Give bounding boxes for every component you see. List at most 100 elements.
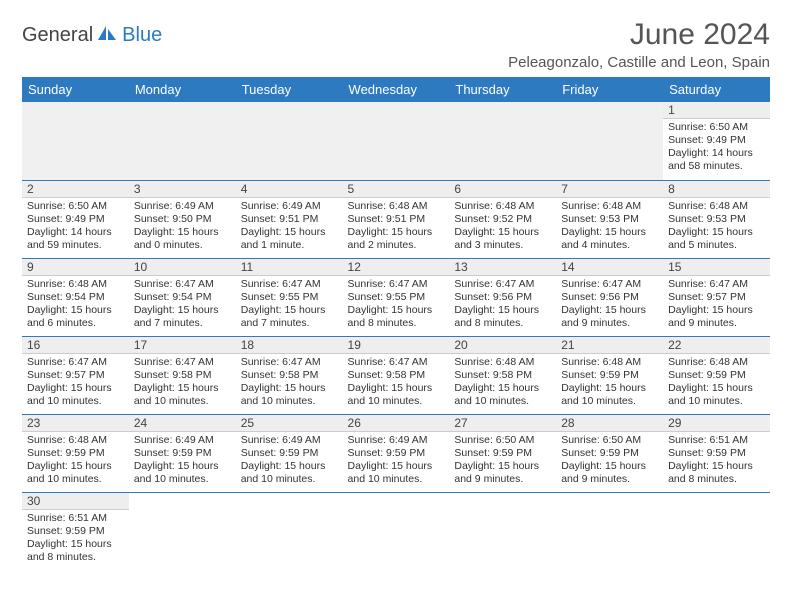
calendar-cell: 16Sunrise: 6:47 AMSunset: 9:57 PMDayligh… xyxy=(22,336,129,414)
day-number: 25 xyxy=(236,415,343,432)
day-info: Sunrise: 6:49 AMSunset: 9:59 PMDaylight:… xyxy=(236,432,343,491)
calendar-cell xyxy=(663,492,770,570)
day-number: 30 xyxy=(22,493,129,510)
sunset-text: Sunset: 9:59 PM xyxy=(27,447,124,460)
calendar-cell: 23Sunrise: 6:48 AMSunset: 9:59 PMDayligh… xyxy=(22,414,129,492)
day-info: Sunrise: 6:47 AMSunset: 9:58 PMDaylight:… xyxy=(236,354,343,413)
day-number: 24 xyxy=(129,415,236,432)
sunrise-text: Sunrise: 6:50 AM xyxy=(668,121,765,134)
calendar-cell: 15Sunrise: 6:47 AMSunset: 9:57 PMDayligh… xyxy=(663,258,770,336)
daylight-text: Daylight: 15 hours and 4 minutes. xyxy=(561,226,658,252)
sunrise-text: Sunrise: 6:47 AM xyxy=(348,278,445,291)
day-info: Sunrise: 6:47 AMSunset: 9:55 PMDaylight:… xyxy=(343,276,450,335)
calendar-cell xyxy=(22,102,129,180)
sunrise-text: Sunrise: 6:47 AM xyxy=(348,356,445,369)
dayname-wednesday: Wednesday xyxy=(343,77,450,102)
sunrise-text: Sunrise: 6:47 AM xyxy=(668,278,765,291)
logo-text-general: General xyxy=(22,24,93,47)
calendar-cell: 4Sunrise: 6:49 AMSunset: 9:51 PMDaylight… xyxy=(236,180,343,258)
calendar-cell: 27Sunrise: 6:50 AMSunset: 9:59 PMDayligh… xyxy=(449,414,556,492)
calendar-cell: 2Sunrise: 6:50 AMSunset: 9:49 PMDaylight… xyxy=(22,180,129,258)
day-number: 1 xyxy=(663,102,770,119)
sunrise-text: Sunrise: 6:48 AM xyxy=(27,278,124,291)
day-number: 5 xyxy=(343,181,450,198)
sunset-text: Sunset: 9:55 PM xyxy=(348,291,445,304)
sunset-text: Sunset: 9:50 PM xyxy=(134,213,231,226)
calendar-cell: 7Sunrise: 6:48 AMSunset: 9:53 PMDaylight… xyxy=(556,180,663,258)
calendar-cell: 22Sunrise: 6:48 AMSunset: 9:59 PMDayligh… xyxy=(663,336,770,414)
day-number: 21 xyxy=(556,337,663,354)
sunset-text: Sunset: 9:49 PM xyxy=(668,134,765,147)
dayname-monday: Monday xyxy=(129,77,236,102)
sunset-text: Sunset: 9:54 PM xyxy=(134,291,231,304)
daylight-text: Daylight: 15 hours and 9 minutes. xyxy=(668,304,765,330)
calendar-cell: 19Sunrise: 6:47 AMSunset: 9:58 PMDayligh… xyxy=(343,336,450,414)
dayname-friday: Friday xyxy=(556,77,663,102)
sunrise-text: Sunrise: 6:48 AM xyxy=(27,434,124,447)
sunrise-text: Sunrise: 6:51 AM xyxy=(668,434,765,447)
sunset-text: Sunset: 9:59 PM xyxy=(561,447,658,460)
calendar-cell: 28Sunrise: 6:50 AMSunset: 9:59 PMDayligh… xyxy=(556,414,663,492)
day-info: Sunrise: 6:48 AMSunset: 9:51 PMDaylight:… xyxy=(343,198,450,257)
dayname-sunday: Sunday xyxy=(22,77,129,102)
sunrise-text: Sunrise: 6:50 AM xyxy=(27,200,124,213)
day-number: 29 xyxy=(663,415,770,432)
day-number: 6 xyxy=(449,181,556,198)
day-number: 26 xyxy=(343,415,450,432)
calendar-cell: 12Sunrise: 6:47 AMSunset: 9:55 PMDayligh… xyxy=(343,258,450,336)
sunset-text: Sunset: 9:59 PM xyxy=(348,447,445,460)
day-info: Sunrise: 6:47 AMSunset: 9:57 PMDaylight:… xyxy=(22,354,129,413)
daylight-text: Daylight: 15 hours and 10 minutes. xyxy=(561,382,658,408)
sunrise-text: Sunrise: 6:47 AM xyxy=(561,278,658,291)
sunrise-text: Sunrise: 6:48 AM xyxy=(348,200,445,213)
sunset-text: Sunset: 9:49 PM xyxy=(27,213,124,226)
daylight-text: Daylight: 15 hours and 10 minutes. xyxy=(241,460,338,486)
sunset-text: Sunset: 9:56 PM xyxy=(454,291,551,304)
logo-text-blue: Blue xyxy=(122,24,162,47)
daylight-text: Daylight: 15 hours and 2 minutes. xyxy=(348,226,445,252)
sunset-text: Sunset: 9:54 PM xyxy=(27,291,124,304)
header: General Blue June 2024 Peleagonzalo, Cas… xyxy=(22,18,770,71)
sunrise-text: Sunrise: 6:47 AM xyxy=(241,356,338,369)
day-number: 14 xyxy=(556,259,663,276)
daylight-text: Daylight: 15 hours and 9 minutes. xyxy=(561,460,658,486)
calendar-table: Sunday Monday Tuesday Wednesday Thursday… xyxy=(22,77,770,570)
sunrise-text: Sunrise: 6:49 AM xyxy=(241,434,338,447)
calendar-body: 1Sunrise: 6:50 AMSunset: 9:49 PMDaylight… xyxy=(22,102,770,570)
calendar-cell: 29Sunrise: 6:51 AMSunset: 9:59 PMDayligh… xyxy=(663,414,770,492)
day-number: 10 xyxy=(129,259,236,276)
day-number: 13 xyxy=(449,259,556,276)
calendar-cell: 5Sunrise: 6:48 AMSunset: 9:51 PMDaylight… xyxy=(343,180,450,258)
day-info: Sunrise: 6:48 AMSunset: 9:52 PMDaylight:… xyxy=(449,198,556,257)
daylight-text: Daylight: 14 hours and 59 minutes. xyxy=(27,226,124,252)
sunrise-text: Sunrise: 6:47 AM xyxy=(134,356,231,369)
daylight-text: Daylight: 15 hours and 10 minutes. xyxy=(348,460,445,486)
day-info: Sunrise: 6:51 AMSunset: 9:59 PMDaylight:… xyxy=(22,510,129,569)
daylight-text: Daylight: 15 hours and 1 minute. xyxy=(241,226,338,252)
day-number: 23 xyxy=(22,415,129,432)
day-info: Sunrise: 6:48 AMSunset: 9:54 PMDaylight:… xyxy=(22,276,129,335)
day-info: Sunrise: 6:49 AMSunset: 9:59 PMDaylight:… xyxy=(343,432,450,491)
daylight-text: Daylight: 15 hours and 10 minutes. xyxy=(668,382,765,408)
calendar-row: 16Sunrise: 6:47 AMSunset: 9:57 PMDayligh… xyxy=(22,336,770,414)
calendar-cell xyxy=(129,492,236,570)
daylight-text: Daylight: 15 hours and 5 minutes. xyxy=(668,226,765,252)
daylight-text: Daylight: 15 hours and 9 minutes. xyxy=(561,304,658,330)
day-info: Sunrise: 6:47 AMSunset: 9:56 PMDaylight:… xyxy=(556,276,663,335)
day-number: 28 xyxy=(556,415,663,432)
day-info: Sunrise: 6:48 AMSunset: 9:59 PMDaylight:… xyxy=(663,354,770,413)
calendar-row: 1Sunrise: 6:50 AMSunset: 9:49 PMDaylight… xyxy=(22,102,770,180)
day-number: 9 xyxy=(22,259,129,276)
sunset-text: Sunset: 9:59 PM xyxy=(134,447,231,460)
day-number: 8 xyxy=(663,181,770,198)
sunrise-text: Sunrise: 6:49 AM xyxy=(241,200,338,213)
calendar-row: 9Sunrise: 6:48 AMSunset: 9:54 PMDaylight… xyxy=(22,258,770,336)
sunset-text: Sunset: 9:53 PM xyxy=(561,213,658,226)
title-block: June 2024 Peleagonzalo, Castille and Leo… xyxy=(508,18,770,71)
sunrise-text: Sunrise: 6:48 AM xyxy=(668,200,765,213)
calendar-cell xyxy=(236,102,343,180)
daylight-text: Daylight: 15 hours and 8 minutes. xyxy=(348,304,445,330)
calendar-cell: 13Sunrise: 6:47 AMSunset: 9:56 PMDayligh… xyxy=(449,258,556,336)
location-text: Peleagonzalo, Castille and Leon, Spain xyxy=(508,54,770,71)
sunrise-text: Sunrise: 6:48 AM xyxy=(561,200,658,213)
